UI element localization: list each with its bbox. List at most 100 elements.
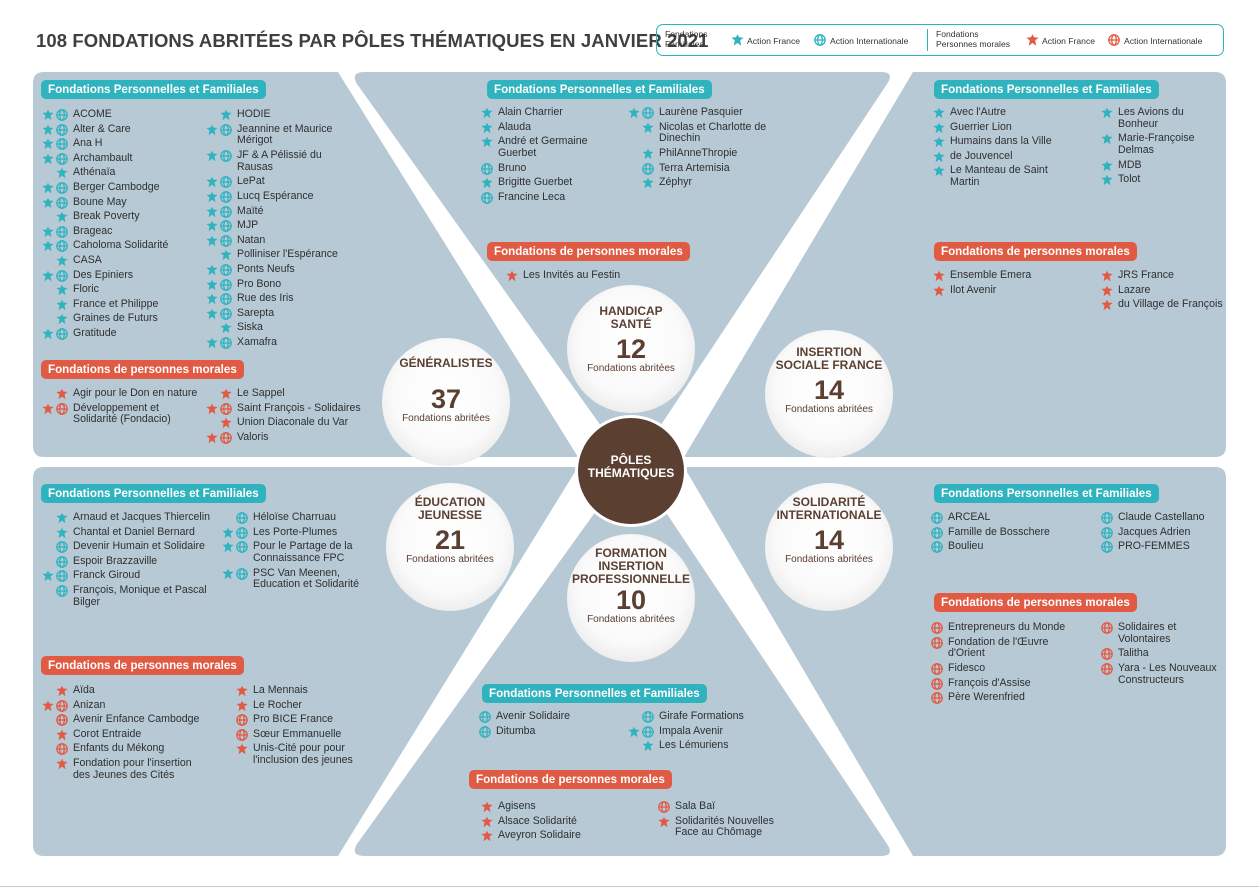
foundation-name: JF & A Pélissié du Rausas (237, 148, 322, 173)
teal-figure-icon (933, 107, 945, 119)
foundation-name: Bruno (498, 161, 527, 174)
foundation-item: Maïté (204, 205, 354, 218)
generalistes-pf-list-1: ACOME Alter & Care Ana H Archambault Athénaï… (40, 108, 200, 343)
pole-subtitle: Fondations abritées (785, 554, 873, 565)
legend-morales-line1: Fondations (936, 29, 979, 39)
foundation-item: PRO-FEMMES (1085, 540, 1225, 553)
foundation-name: Entrepreneurs du Monde (948, 621, 1066, 633)
foundation-item: Héloïse Charruau (220, 511, 380, 524)
foundation-name: Avenir Enfance Cambodge (73, 713, 200, 726)
foundation-name: Jeannine et Maurice Mérigot (237, 122, 333, 147)
pole-subtitle: Fondations abritées (406, 554, 494, 565)
teal-globe-icon (56, 109, 68, 121)
foundation-item: Solidarités Nouvelles Face au Chômage (642, 815, 782, 840)
foundation-name: André et Germaine Guerbet (498, 135, 588, 159)
foundation-name: Boulieu (948, 540, 984, 553)
teal-globe-icon (56, 197, 68, 209)
foundation-name: PSC Van Meenen, Education et Solidarité (253, 566, 360, 591)
insertion-pf-header: Fondations Personnelles et Familiales (934, 80, 1159, 99)
foundation-item: MJP (204, 219, 354, 232)
red-globe-icon (931, 663, 943, 675)
foundation-name: Marie-Françoise Delmas (1118, 132, 1195, 157)
pole-label: HANDICAP (599, 304, 663, 318)
foundation-item: Talitha (1085, 648, 1220, 660)
teal-globe-icon (56, 226, 68, 238)
foundation-name: Aïda (73, 684, 95, 696)
legend-familiales-line2: Familiales (665, 39, 704, 49)
pole-subtitle: Fondations abritées (402, 413, 490, 424)
teal-figure-icon (481, 177, 493, 189)
red-globe-icon (236, 729, 248, 741)
foundation-name: Alter & Care (73, 122, 131, 135)
red-figure-icon (933, 270, 945, 282)
foundation-name: Franck Giroud (73, 569, 141, 582)
legend-familiales-line1: Fondations (665, 29, 708, 39)
foundation-item: Espoir Brazzaville (40, 555, 210, 568)
foundation-name: Impala Avenir (659, 724, 723, 737)
teal-figure-icon (206, 308, 218, 320)
foundation-item: Bruno (465, 161, 620, 175)
red-globe-icon (56, 700, 68, 712)
foundation-name: de Jouvencel (950, 149, 1013, 162)
foundation-name: Anizan (73, 698, 106, 711)
foundation-item: Des Epiniers (40, 269, 200, 282)
pole-count: 12 (615, 334, 647, 364)
foundation-item: Boulieu (915, 540, 1080, 553)
foundation-name: France et Philippe (73, 297, 159, 310)
insertion-pf-list-1: Avec l'Autre Guerrier Lion Humains dans la… (917, 106, 1067, 192)
teal-figure-icon (222, 568, 234, 580)
teal-figure-icon (933, 151, 945, 163)
foundation-name: Francine Leca (498, 190, 566, 203)
foundation-name: LePat (237, 175, 265, 188)
education-pf-header: Fondations Personnelles et Familiales (41, 484, 266, 503)
teal-globe-icon (1101, 512, 1113, 524)
foundation-name: Développement et Solidarité (Fondacio) (73, 401, 171, 426)
teal-figure-icon (42, 197, 54, 209)
foundation-name: La Mennais (253, 684, 308, 696)
teal-globe-icon (236, 568, 248, 580)
teal-figure-icon (206, 206, 218, 218)
foundation-item: La Mennais (220, 684, 370, 697)
foundation-name: Guerrier Lion (950, 120, 1012, 133)
teal-figure-icon (1101, 160, 1113, 172)
foundation-item: HODIE (204, 108, 354, 121)
foundation-name: Brageac (73, 224, 113, 237)
teal-figure-icon (220, 322, 232, 334)
pole-subtitle: Fondations abritées (587, 614, 675, 625)
teal-globe-icon (56, 153, 68, 165)
teal-figure-icon (42, 124, 54, 136)
teal-globe-icon (220, 206, 232, 218)
foundation-item: Développement et Solidarité (Fondacio) (40, 401, 205, 427)
foundation-item: Anizan (40, 698, 205, 712)
foundation-name: Aveyron Solidaire (498, 829, 581, 842)
teal-figure-icon (642, 122, 654, 134)
foundation-item: Sœur Emmanuelle (220, 727, 370, 741)
insertion-pf-list-2: Les Avions du Bonheur Marie-Françoise Del… (1085, 106, 1225, 189)
foundation-item: Ana H (40, 137, 200, 150)
teal-globe-icon (220, 150, 232, 162)
bottom-divider (0, 886, 1259, 887)
foundation-item: France et Philippe (40, 297, 200, 311)
foundation-name: François d'Assise (948, 676, 1031, 689)
pole-label: SOLIDARITÉ (792, 495, 866, 509)
foundation-name: Claude Castellano (1118, 511, 1205, 523)
foundation-item: Terra Artemisia (626, 162, 791, 175)
foundation-name: François, Monique et Pascal Bilger (73, 583, 207, 608)
teal-globe-icon (56, 270, 68, 282)
teal-figure-icon (56, 167, 68, 179)
foundation-item: Xamafra (204, 336, 354, 349)
foundation-name: Natan (237, 233, 266, 246)
foundation-item: Valoris (204, 431, 379, 444)
teal-globe-icon (481, 192, 493, 204)
pole-solidarite-internationale: SOLIDARITÉ INTERNATIONALE 14 Fondations … (765, 483, 893, 611)
foundation-name: Sœur Emmanuelle (253, 727, 342, 740)
red-globe-icon (1101, 663, 1113, 675)
foundation-name: Athénaïa (73, 166, 116, 179)
teal-figure-icon (206, 264, 218, 276)
pole-generalistes: GÉNÉRALISTES 37 Fondations abritées (382, 338, 510, 466)
teal-globe-icon (56, 570, 68, 582)
teal-figure-icon (220, 249, 232, 261)
teal-figure-icon (56, 299, 68, 311)
foundation-name: Enfants du Mékong (73, 742, 165, 755)
insertion-pm-header: Fondations de personnes morales (934, 242, 1137, 261)
